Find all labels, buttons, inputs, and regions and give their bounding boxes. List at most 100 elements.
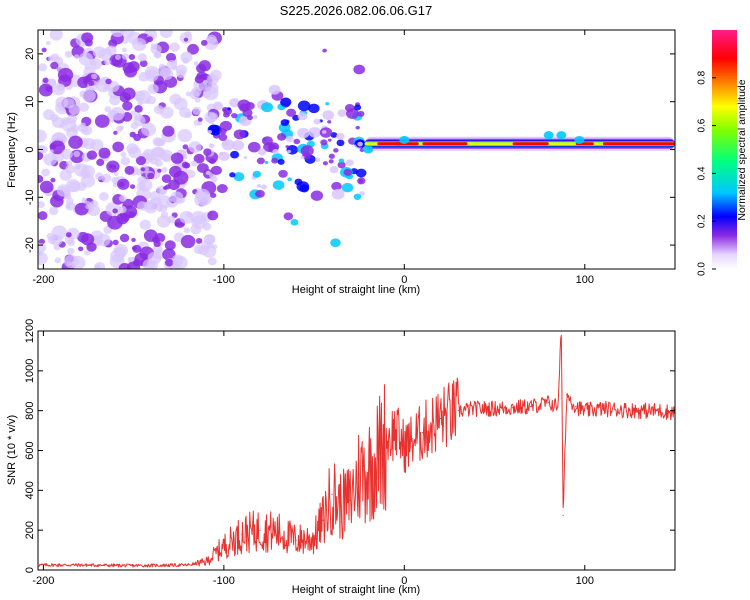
snr-data-point bbox=[439, 418, 442, 420]
noise-blob bbox=[38, 151, 44, 161]
mid-blob bbox=[310, 190, 324, 201]
noise-blob bbox=[102, 85, 108, 91]
spectrogram-x-tick-label: -200 bbox=[32, 274, 54, 286]
mid-blob bbox=[345, 108, 359, 119]
noise-blob bbox=[91, 73, 98, 80]
ridge-blob bbox=[363, 145, 374, 154]
snr-data-point bbox=[511, 407, 514, 409]
mid-blob bbox=[210, 165, 222, 176]
noise-blob bbox=[209, 69, 222, 81]
mid-blob bbox=[341, 182, 354, 193]
noise-blob bbox=[38, 200, 45, 209]
colorbar-gradient bbox=[712, 30, 737, 269]
noise-blob bbox=[193, 119, 201, 126]
mid-blob bbox=[297, 100, 311, 112]
noise-blob bbox=[159, 67, 174, 80]
snr-data-point bbox=[367, 469, 369, 472]
noise-blob bbox=[112, 141, 125, 153]
snr-y-tick-label: 1000 bbox=[24, 359, 36, 383]
noise-blob bbox=[42, 77, 49, 84]
noise-blob bbox=[168, 179, 180, 191]
mid-blob bbox=[330, 132, 338, 138]
mid-blob bbox=[208, 158, 216, 164]
noise-blob bbox=[197, 117, 203, 122]
snr-data-point bbox=[358, 473, 360, 475]
mid-blob bbox=[287, 177, 292, 182]
snr-y-tick-label: 0 bbox=[24, 567, 36, 573]
mid-blob bbox=[268, 84, 281, 95]
snr-data-point bbox=[313, 537, 315, 539]
noise-blob bbox=[133, 112, 143, 121]
noise-blob bbox=[112, 208, 118, 214]
snr-data-point bbox=[548, 402, 550, 404]
colorbar-tick-label: 0.6 bbox=[697, 118, 708, 132]
mid-blob bbox=[283, 212, 294, 221]
noise-blob bbox=[169, 42, 180, 52]
mid-blob bbox=[353, 64, 366, 75]
noise-blob bbox=[185, 91, 192, 97]
mid-blob bbox=[353, 193, 362, 200]
noise-blob bbox=[45, 86, 53, 93]
mid-blob bbox=[229, 98, 240, 108]
noise-blob bbox=[118, 262, 131, 269]
noise-blob bbox=[128, 53, 136, 60]
spectrogram-x-ticks: -200 -100 0 100 bbox=[32, 30, 594, 286]
snr-data-point bbox=[376, 457, 378, 460]
noise-blob bbox=[107, 215, 123, 230]
colorbar-tick-label: 0.2 bbox=[697, 214, 708, 228]
spectrogram-x-tick-label: 0 bbox=[401, 274, 407, 286]
ridge-core-segment bbox=[602, 142, 675, 146]
noise-blob bbox=[202, 245, 217, 258]
noise-blob bbox=[50, 61, 59, 70]
noise-blob bbox=[182, 57, 189, 64]
mid-blob bbox=[222, 106, 229, 113]
noise-blob bbox=[191, 160, 198, 167]
noise-blob bbox=[49, 143, 57, 150]
snr-data-point bbox=[277, 531, 279, 533]
noise-blob bbox=[43, 153, 58, 166]
noise-blob bbox=[48, 55, 55, 62]
mid-blob bbox=[218, 151, 230, 162]
mid-blob bbox=[322, 161, 328, 166]
mid-blob bbox=[308, 103, 320, 114]
noise-blob bbox=[153, 240, 161, 248]
noise-blob bbox=[68, 135, 83, 149]
noise-blob bbox=[61, 117, 70, 126]
noise-blob bbox=[99, 192, 109, 201]
noise-blob bbox=[132, 259, 141, 267]
noise-blob bbox=[118, 194, 127, 202]
noise-blob bbox=[203, 148, 212, 156]
noise-blob bbox=[109, 106, 125, 121]
noise-blob bbox=[94, 264, 101, 269]
mid-blob bbox=[329, 165, 339, 174]
noise-blob bbox=[137, 41, 143, 46]
mid-blob bbox=[287, 149, 291, 154]
mid-blob bbox=[271, 157, 279, 164]
mid-blob bbox=[261, 136, 273, 146]
noise-blob bbox=[142, 259, 155, 269]
ridge-core-segment bbox=[377, 142, 401, 146]
snr-data-point bbox=[656, 410, 658, 412]
mid-blob bbox=[210, 192, 217, 198]
mid-blob bbox=[337, 161, 346, 169]
noise-blob bbox=[204, 37, 219, 51]
noise-blob bbox=[58, 124, 64, 129]
mid-blob bbox=[315, 157, 321, 162]
snr-x-label: Height of straight line (km) bbox=[292, 584, 420, 596]
mid-blob bbox=[285, 145, 290, 149]
noise-blob bbox=[122, 101, 133, 111]
spectrogram-x-label: Height of straight line (km) bbox=[292, 284, 420, 296]
mid-blob bbox=[333, 148, 339, 153]
snr-data-point bbox=[331, 493, 333, 495]
noise-blob bbox=[146, 36, 153, 43]
snr-data-point bbox=[78, 564, 81, 566]
noise-blob bbox=[117, 178, 130, 190]
noise-blob bbox=[38, 238, 46, 245]
mid-blob bbox=[322, 130, 327, 134]
snr-data-point bbox=[241, 533, 243, 535]
noise-blob bbox=[89, 138, 104, 152]
noise-blob bbox=[137, 53, 147, 62]
mid-blob bbox=[207, 129, 213, 134]
noise-blob bbox=[191, 215, 207, 230]
